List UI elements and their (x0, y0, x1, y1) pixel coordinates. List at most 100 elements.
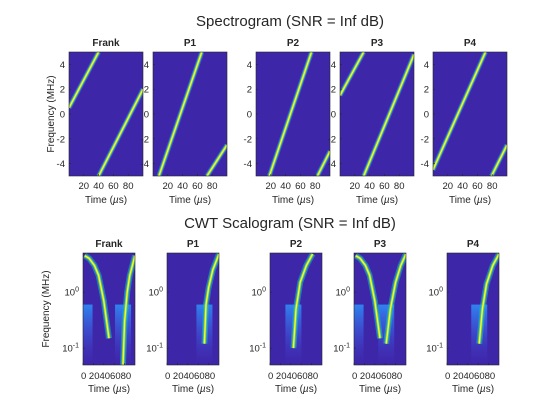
y-tick-label: 100 (149, 287, 164, 299)
panel-title: Frank (95, 239, 123, 250)
panel-spec-p1: P1 20 40 60 80 -4 -2 0 2 4 Time (µs) (141, 38, 228, 206)
y-tick-label: 10-1 (249, 343, 266, 355)
y-tick-label: -4 (328, 159, 336, 170)
y-tick-label: 10-1 (146, 343, 163, 355)
x-tick-label: 20 (350, 181, 361, 192)
panel-spec-p2: P2 20 40 60 80 -4 -2 0 2 4 Time (µs) (244, 38, 331, 206)
x-tick-labels: 0 20406080 (352, 371, 402, 382)
panel-cwt--frank: Frank 0 20406080 100 10-1 Time (µs) Frequency… (41, 239, 136, 395)
y-tick-label: 2 (331, 85, 336, 96)
energy-ridge (490, 144, 507, 176)
x-tick-labels: 0 20406080 (445, 371, 495, 382)
axes-box (353, 252, 407, 366)
panel-title: P2 (287, 38, 300, 49)
y-tick-label: 2 (424, 85, 429, 96)
x-tick-label: 20 (443, 181, 454, 192)
energy-ridge (268, 52, 313, 176)
y-tick-label: -2 (57, 134, 65, 145)
y-tick-label: 4 (247, 60, 252, 71)
x-tick-label: 60 (472, 181, 483, 192)
y-tick-label: 4 (331, 60, 336, 71)
x-axis-label: Time (µs) (275, 384, 317, 395)
x-axis-label: Time (µs) (272, 195, 314, 206)
x-tick-label: 60 (192, 181, 203, 192)
y-tick-label: -4 (421, 159, 429, 170)
energy-ridge (355, 255, 381, 339)
x-tick-label: 40 (364, 181, 375, 192)
axes-box (269, 252, 323, 366)
y-tick-label: 0 (144, 110, 149, 121)
y-tick-label: -2 (244, 134, 252, 145)
energy-ridge (203, 253, 219, 344)
y-tick-label: 4 (144, 60, 149, 71)
x-tick-label: 80 (394, 181, 405, 192)
x-tick-label: 80 (487, 181, 498, 192)
x-axis-label: Time (µs) (452, 384, 494, 395)
x-axis-label: Time (µs) (449, 195, 491, 206)
panel-title: Frank (92, 38, 120, 49)
y-tick-label: 4 (60, 60, 65, 71)
panel-title: P2 (290, 239, 303, 250)
x-tick-label: 20 (79, 181, 90, 192)
x-axis-label: Time (µs) (356, 195, 398, 206)
x-tick-label: 80 (310, 181, 321, 192)
x-tick-label: 40 (280, 181, 291, 192)
panel-cwt--p1: P1 0 20406080 100 10-1 Time (µs) (146, 239, 220, 395)
x-tick-label: 40 (93, 181, 104, 192)
x-axis-label: Time (µs) (88, 384, 130, 395)
panel-title: P3 (374, 239, 387, 250)
y-tick-label: -4 (57, 159, 65, 170)
figure-title-spectrogram: Spectrogram (SNR = Inf dB) (196, 13, 384, 30)
y-tick-label: -2 (421, 134, 429, 145)
panel-spec-p4: P4 20 40 60 80 -4 -2 0 2 4 Time (µs) (421, 38, 508, 206)
x-axis-label: Time (µs) (169, 195, 211, 206)
energy-ridge (385, 253, 406, 344)
y-axis-label: Frequency (MHz) (41, 270, 52, 347)
x-tick-label: 20 (266, 181, 277, 192)
scalogram-smear (354, 304, 364, 365)
energy-ridge (340, 52, 365, 96)
x-axis-label: Time (µs) (172, 384, 214, 395)
y-tick-label: 10-1 (62, 343, 79, 355)
energy-ridge (433, 52, 487, 171)
panel-spec-p3: P3 20 40 60 80 -4 -2 0 2 4 Time (µs) (328, 38, 415, 206)
x-tick-label: 40 (177, 181, 188, 192)
panel-cwt--p2: P2 0 20406080 100 10-1 Time (µs) (249, 239, 323, 395)
y-tick-label: 100 (336, 287, 351, 299)
x-tick-label: 60 (295, 181, 306, 192)
energy-ridge (84, 255, 110, 339)
plot-background (433, 52, 507, 176)
y-tick-label: 0 (60, 110, 65, 121)
x-tick-labels: 0 20406080 (81, 371, 131, 382)
panel-cwt--p3: P3 0 20406080 100 10-1 Time (µs) (333, 239, 407, 395)
y-tick-label: 0 (424, 110, 429, 121)
y-tick-label: 0 (247, 110, 252, 121)
energy-ridge (69, 52, 100, 109)
y-tick-label: 100 (252, 287, 267, 299)
figure-title-scalogram: CWT Scalogram (SNR = Inf dB) (184, 215, 396, 232)
energy-ridge (478, 253, 499, 344)
energy-ridge (316, 150, 330, 176)
y-tick-label: 10-1 (426, 343, 443, 355)
y-tick-label: 4 (424, 60, 429, 71)
x-tick-label: 60 (108, 181, 119, 192)
panel-title: P4 (464, 38, 477, 49)
energy-ridge (158, 52, 203, 176)
x-tick-label: 80 (123, 181, 134, 192)
x-axis-label: Time (µs) (359, 384, 401, 395)
y-tick-label: 2 (144, 85, 149, 96)
x-tick-labels: 0 20406080 (165, 371, 215, 382)
y-tick-label: 2 (60, 85, 65, 96)
energy-ridge (292, 253, 314, 349)
panel-title: P3 (371, 38, 384, 49)
y-axis-label: Frequency (MHz) (46, 75, 57, 152)
axes-box (446, 252, 500, 366)
y-tick-label: 2 (247, 85, 252, 96)
y-tick-label: 0 (331, 110, 336, 121)
panel-title: P1 (184, 38, 197, 49)
axes-box (166, 252, 220, 366)
y-tick-label: -2 (141, 134, 149, 145)
x-axis-label: Time (µs) (85, 195, 127, 206)
panel-title: P1 (187, 239, 200, 250)
